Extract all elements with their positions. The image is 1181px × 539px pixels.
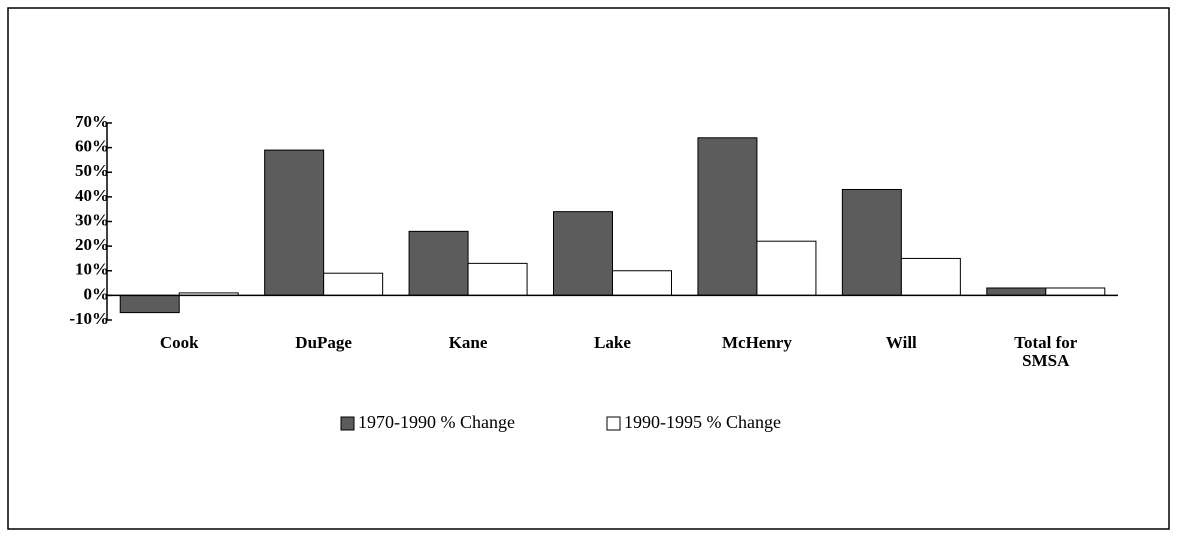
x-tick-label: Kane [448, 333, 488, 352]
y-tick-label: 30% [75, 210, 109, 229]
y-tick-label: 10% [75, 260, 109, 279]
bar [264, 149, 325, 296]
y-tick-label: -10% [69, 309, 109, 328]
x-tick-label: McHenry [721, 333, 792, 352]
bar [697, 137, 758, 296]
x-tick-label: Cook [159, 333, 199, 352]
y-tick-label: 40% [75, 186, 109, 205]
bar [841, 188, 902, 296]
y-tick-label: 70% [75, 112, 109, 131]
bar [986, 287, 1047, 296]
y-tick-label: 0% [84, 284, 110, 303]
x-tick-label: Total for SMSA [1014, 333, 1078, 370]
legend-swatch [606, 416, 621, 431]
bar [900, 257, 961, 296]
frame [7, 7, 1170, 530]
y-tick-label: 20% [75, 235, 109, 254]
bar [467, 262, 528, 296]
x-tick-label: Will [885, 333, 917, 352]
bar [408, 230, 469, 296]
bar [119, 294, 180, 314]
bar [756, 240, 817, 296]
bar [553, 211, 613, 296]
legend-label: 1990-1995 % Change [624, 412, 781, 432]
x-tick-label: Lake [594, 333, 631, 352]
y-tick-label: 50% [75, 161, 109, 180]
bar [323, 272, 384, 296]
legend-swatch [340, 416, 355, 431]
bar [1045, 287, 1106, 296]
y-tick-label: 60% [75, 137, 109, 156]
legend-label: 1970-1990 % Change [358, 412, 515, 432]
x-tick-label: DuPage [295, 333, 352, 352]
bar [612, 270, 672, 296]
